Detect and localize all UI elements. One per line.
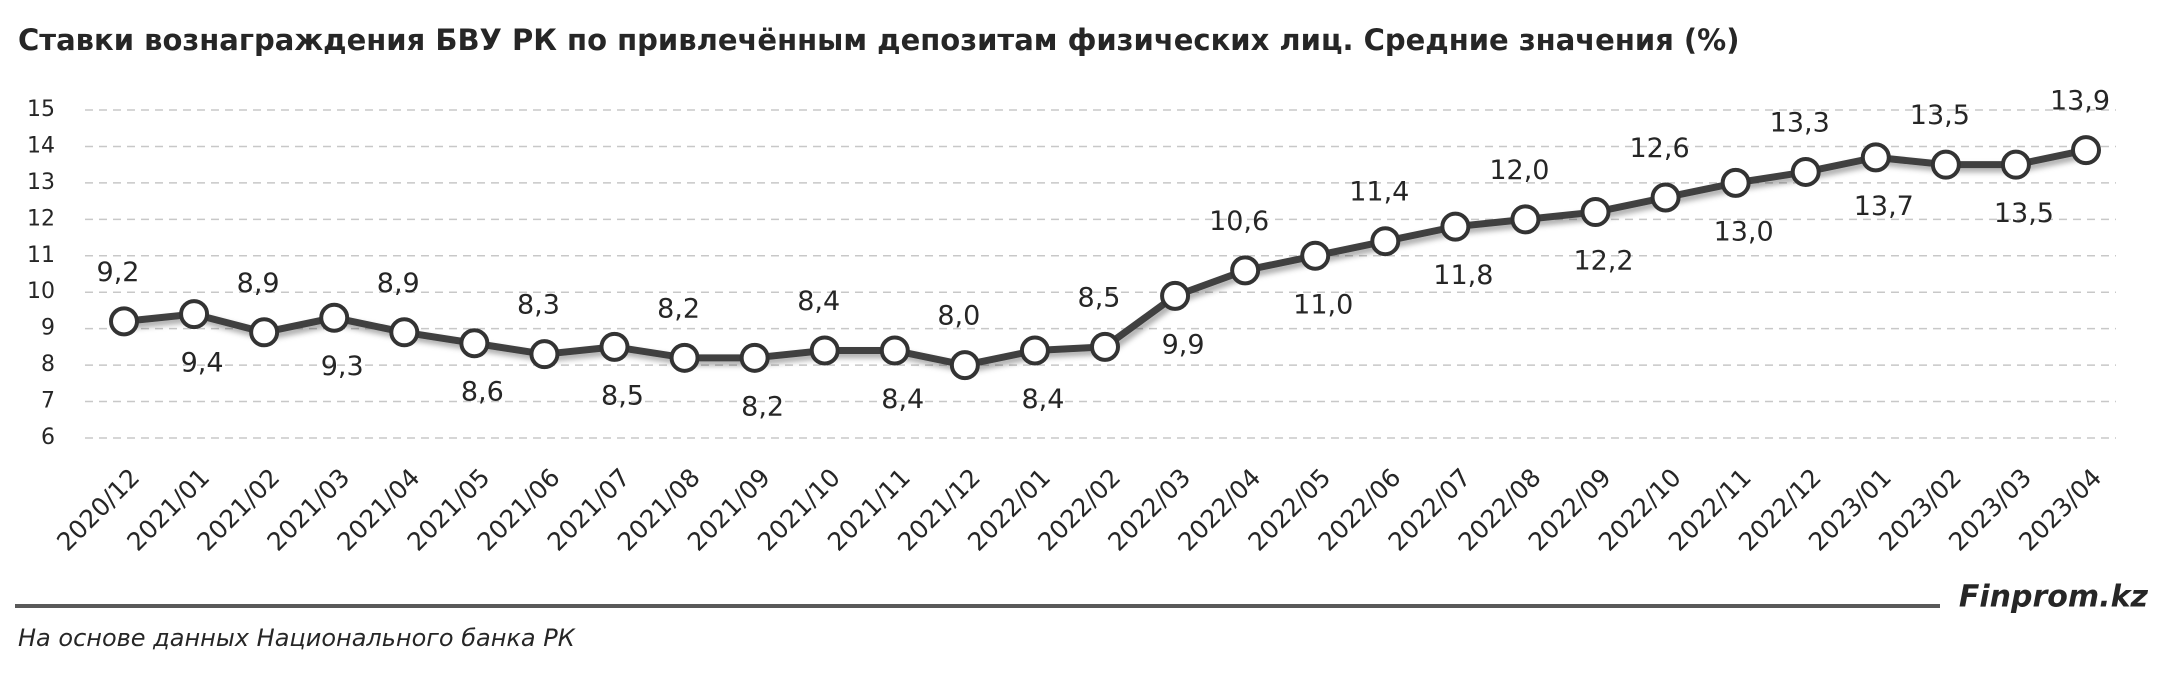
marker	[2000, 149, 2031, 180]
marker	[1160, 280, 1191, 311]
data-label: 8,3	[517, 290, 560, 321]
data-label: 9,2	[97, 257, 140, 288]
marker	[1580, 197, 1611, 228]
marker	[739, 342, 770, 373]
marker	[389, 317, 420, 348]
y-tick-label: 8	[41, 352, 55, 377]
data-label: 12,0	[1489, 155, 1549, 186]
marker	[809, 335, 840, 366]
marker	[109, 306, 139, 337]
marker	[1090, 331, 1120, 362]
marker	[1790, 156, 1821, 187]
data-label: 13,7	[1854, 191, 1914, 222]
marker	[1440, 211, 1471, 242]
chart-title: Ставки вознаграждения БВУ РК по привлечё…	[18, 23, 1740, 57]
data-label: 12,6	[1630, 133, 1690, 164]
marker	[179, 299, 210, 330]
data-label: 13,5	[1994, 198, 2054, 229]
marker	[1019, 335, 1050, 366]
marker	[529, 339, 560, 370]
data-label: 13,9	[2050, 86, 2110, 117]
data-label: 9,9	[1162, 329, 1205, 360]
data-label: 8,4	[881, 384, 924, 415]
data-label: 8,6	[461, 377, 504, 408]
data-label: 8,4	[1021, 384, 1064, 415]
marker	[1300, 240, 1331, 271]
data-label: 9,4	[181, 348, 224, 379]
marker	[249, 317, 280, 348]
data-label: 8,0	[937, 301, 980, 332]
data-label: 13,3	[1770, 107, 1830, 138]
y-tick-label: 14	[27, 133, 55, 158]
data-label: 13,5	[1910, 100, 1970, 131]
data-label: 12,2	[1573, 246, 1633, 277]
marker	[949, 350, 980, 381]
marker	[2071, 135, 2101, 166]
data-label: 8,5	[601, 380, 644, 411]
brand: Finprom.kz	[1959, 580, 2149, 615]
y-tick-label: 11	[27, 243, 55, 268]
data-label: 8,4	[797, 286, 840, 317]
y-tick-label: 7	[41, 389, 55, 414]
y-tick-label: 12	[27, 206, 55, 231]
marker	[1930, 149, 1961, 180]
marker	[1230, 255, 1261, 286]
data-label: 8,5	[1078, 282, 1121, 313]
marker	[669, 342, 700, 373]
marker	[1370, 226, 1401, 257]
data-label: 8,9	[377, 268, 420, 299]
data-label: 8,2	[657, 293, 700, 324]
data-label: 11,0	[1293, 289, 1353, 320]
data-label: 10,6	[1209, 206, 1269, 237]
data-label: 8,9	[237, 268, 280, 299]
marker	[319, 302, 350, 333]
marker	[1650, 182, 1681, 213]
y-tick-label: 15	[27, 97, 55, 122]
marker	[879, 335, 910, 366]
marker	[459, 328, 490, 359]
data-label: 11,8	[1433, 260, 1493, 291]
y-tick-label: 10	[27, 279, 55, 304]
data-label: 13,0	[1714, 216, 1774, 247]
marker	[1860, 142, 1891, 173]
data-label: 11,4	[1349, 177, 1409, 208]
marker	[1510, 204, 1541, 235]
marker	[1720, 167, 1751, 198]
source: На основе данных Национального банка РК	[18, 624, 576, 652]
data-label: 9,3	[321, 351, 364, 382]
y-tick-label: 13	[27, 170, 55, 195]
y-tick-label: 9	[41, 316, 55, 341]
y-tick-label: 6	[41, 425, 55, 450]
data-label: 8,2	[741, 391, 784, 422]
marker	[599, 331, 630, 362]
